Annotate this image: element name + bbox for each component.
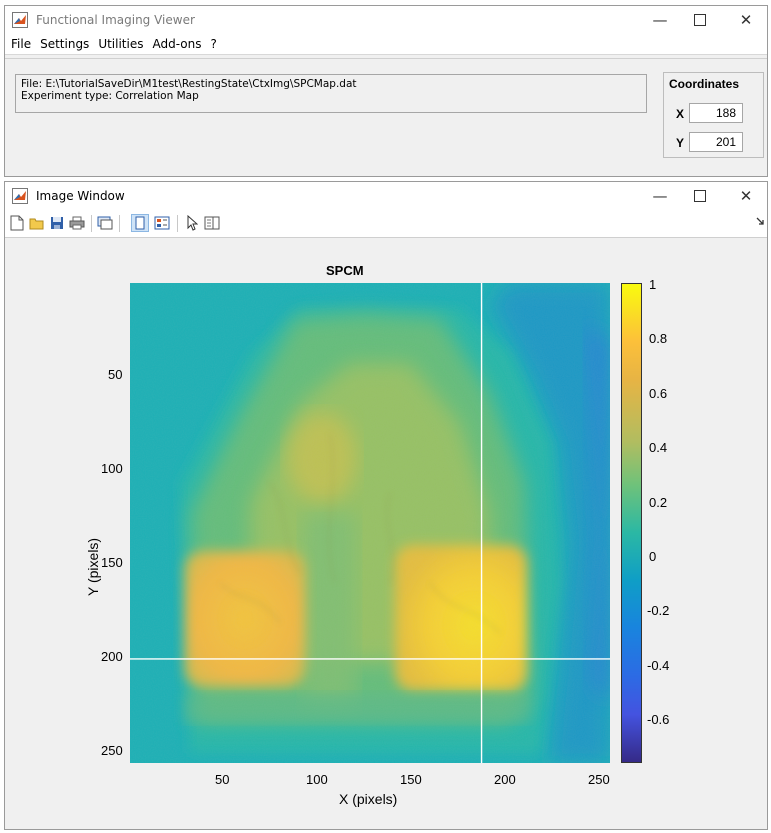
main-window-title: Functional Imaging Viewer [36,13,195,27]
close-button[interactable]: ✕ [739,11,753,29]
colorbar-tick-label: 0 [649,549,657,564]
show-plot-tools-icon[interactable] [153,214,171,232]
y-coordinate-field[interactable]: 201 [689,132,743,152]
edit-plot-icon[interactable] [183,214,201,232]
y-tick-label: 100 [101,461,123,476]
hide-plot-tools-icon[interactable] [131,214,149,232]
y-tick-label: 200 [101,649,123,664]
colorbar-tick-label: -0.4 [647,658,670,673]
colorbar-tick-label: 0.2 [649,495,668,510]
minimize-button[interactable]: — [652,11,668,29]
correlation-map-axes[interactable] [130,283,610,763]
coordinates-panel: Coordinates X 188 Y 201 [663,72,764,158]
colorbar-tick-label: 1 [649,277,657,292]
figure-area: SPCM [5,238,767,829]
maximize-button[interactable] [677,6,723,34]
close-button[interactable]: ✕ [739,187,753,205]
colorbar-tick-label: -0.2 [647,603,670,618]
figure-toolbar [5,210,767,238]
colorbar-tick-label: 0.6 [649,386,668,401]
menu-add-ons[interactable]: Add-ons [152,37,202,51]
coordinates-title: Coordinates [669,77,740,91]
image-title-bar[interactable]: Image Window — ✕ [5,182,767,210]
menu-settings[interactable]: Settings [40,37,90,51]
y-coordinate-label: Y [676,136,685,150]
menu-bar: File Settings Utilities Add-ons ? [5,34,767,55]
y-tick-label: 250 [101,743,123,758]
plot-title: SPCM [326,263,364,278]
correlation-map-image[interactable] [130,283,610,763]
file-path-text: File: E:\TutorialSaveDir\M1test\RestingS… [21,78,357,90]
matlab-logo-icon [12,188,28,204]
colorbar-tick-label: 0.4 [649,440,668,455]
y-tick-label: 150 [101,555,123,570]
y-tick-label: 50 [108,367,123,382]
x-tick-label: 100 [306,772,328,787]
file-info-box: File: E:\TutorialSaveDir\M1test\RestingS… [15,74,647,113]
y-axis-label: Y (pixels) [85,537,101,596]
image-window-title: Image Window [36,189,125,203]
print-icon[interactable] [68,214,86,232]
toolbar-separator [119,215,120,232]
x-tick-label: 200 [494,772,516,787]
save-icon[interactable] [48,214,66,232]
x-tick-label: 150 [400,772,422,787]
main-title-bar[interactable]: Functional Imaging Viewer — ✕ [5,6,767,34]
image-window: Image Window — ✕ SPCM [4,181,768,830]
x-coordinate-label: X [676,107,685,121]
menu-utilities[interactable]: Utilities [98,37,144,51]
dock-arrow-icon[interactable] [755,216,765,226]
open-file-icon[interactable] [28,214,46,232]
experiment-type-text: Experiment type: Correlation Map [21,90,199,102]
link-plot-icon[interactable] [96,214,114,232]
toolbar-separator [91,215,92,232]
colorbar-tick-label: 0.8 [649,331,668,346]
x-axis-label: X (pixels) [339,791,398,807]
toolbar-separator [177,215,178,232]
open-property-inspector-icon[interactable] [203,214,221,232]
new-figure-icon[interactable] [8,214,26,232]
x-coordinate-field[interactable]: 188 [689,103,743,123]
matlab-logo-icon [12,12,28,28]
maximize-button[interactable] [677,182,723,210]
menu-file[interactable]: File [11,37,32,51]
main-window: Functional Imaging Viewer — ✕ File Setti… [4,5,768,177]
x-tick-label: 250 [588,772,610,787]
menu-separator [5,58,767,59]
x-tick-label: 50 [215,772,230,787]
menu-help[interactable]: ? [210,37,217,51]
minimize-button[interactable]: — [652,187,668,205]
colorbar [621,283,642,763]
colorbar-tick-label: -0.6 [647,712,670,727]
